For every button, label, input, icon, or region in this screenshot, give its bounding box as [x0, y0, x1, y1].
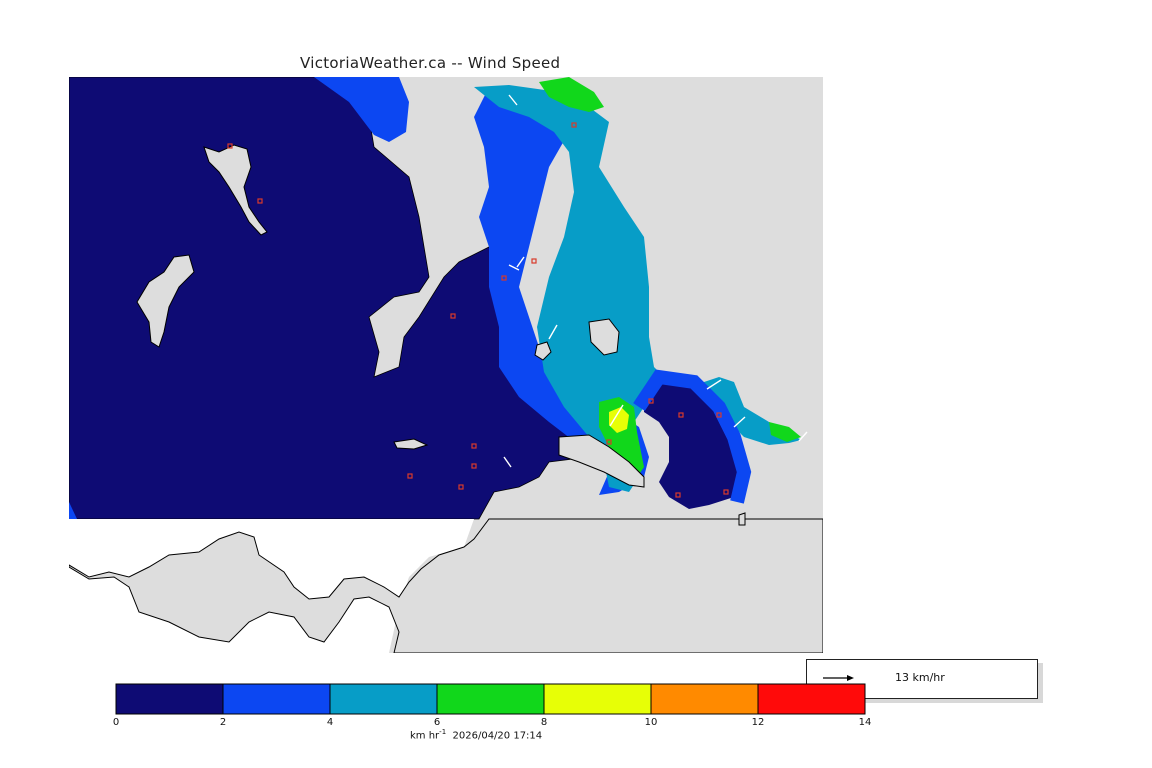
station-marker [471, 463, 477, 469]
wind-zone-2-4-north [314, 77, 409, 142]
station-marker [450, 313, 456, 319]
island-small-2 [393, 438, 429, 450]
wind-zone-6-8-east [769, 422, 801, 442]
colorbar-unit: km hr [410, 730, 440, 742]
colorbar-tick-label: 14 [858, 717, 872, 728]
wind-zone-2-4-edge [69, 502, 77, 519]
wind-vector [733, 416, 746, 428]
colorbar-tick-label: 6 [433, 717, 441, 728]
arrow-icon [823, 675, 854, 681]
colorbar-unit-exponent: -1 [439, 728, 447, 736]
station-marker [723, 489, 729, 495]
vector-legend-label: 13 km/hr [895, 671, 945, 684]
station-marker [501, 275, 507, 281]
wind-zone-0-2-oakbay [644, 382, 739, 509]
station-marker [571, 122, 577, 128]
station-marker [458, 484, 464, 490]
island-mid [588, 318, 620, 356]
colorbar-segment [115, 683, 224, 715]
colorbar-tick-label: 2 [219, 717, 227, 728]
island-small-3 [738, 512, 746, 526]
wind-vector [508, 264, 520, 271]
island-north [203, 144, 268, 236]
wind-zone-8-10 [609, 407, 629, 433]
wind-vector [706, 379, 722, 390]
wind-vector [548, 324, 558, 340]
wind-vector [798, 431, 808, 442]
colorbar-tick-label: 12 [751, 717, 765, 728]
station-marker [257, 198, 263, 204]
wind-vector [508, 94, 518, 106]
colorbar-tick-label: 8 [540, 717, 548, 728]
colorbar-tick-label: 0 [112, 717, 120, 728]
wind-vector [609, 404, 624, 427]
colorbar-caption: km hr-1 2026/04/20 17:14 [410, 728, 542, 741]
colorbar [115, 683, 866, 715]
colorbar-segment [222, 683, 331, 715]
island-west [136, 254, 195, 348]
wind-zone-2-4-oakbay [633, 369, 752, 504]
wind-vector [503, 456, 512, 468]
wind-zone-2-4-channel [474, 87, 649, 495]
colorbar-segment [543, 683, 652, 715]
colorbar-segment [436, 683, 545, 715]
island-small-1 [534, 341, 552, 361]
timestamp: 2026/04/20 17:14 [452, 730, 543, 742]
map-title: VictoriaWeather.ca -- Wind Speed [300, 54, 561, 72]
colorbar-tick-label: 10 [644, 717, 658, 728]
station-marker [227, 143, 233, 149]
station-marker [648, 398, 654, 404]
wind-zone-4-6-main [474, 85, 801, 492]
colorbar-segment [329, 683, 438, 715]
colorbar-segment [757, 683, 866, 715]
station-marker [531, 258, 537, 264]
station-marker [678, 412, 684, 418]
station-marker [407, 473, 413, 479]
wind-zone-6-8-north [539, 77, 604, 112]
land-south [69, 518, 823, 653]
station-marker [716, 412, 722, 418]
wind-zone-0-2-west [69, 77, 598, 520]
land-victoria [558, 434, 645, 488]
wind-speed-map [69, 77, 823, 653]
station-marker [606, 439, 612, 445]
station-marker [675, 492, 681, 498]
colorbar-segment [650, 683, 759, 715]
station-markers [227, 122, 729, 498]
wind-vectors [503, 94, 808, 468]
station-marker [471, 443, 477, 449]
wind-vector [516, 256, 525, 268]
colorbar-tick-label: 4 [326, 717, 334, 728]
